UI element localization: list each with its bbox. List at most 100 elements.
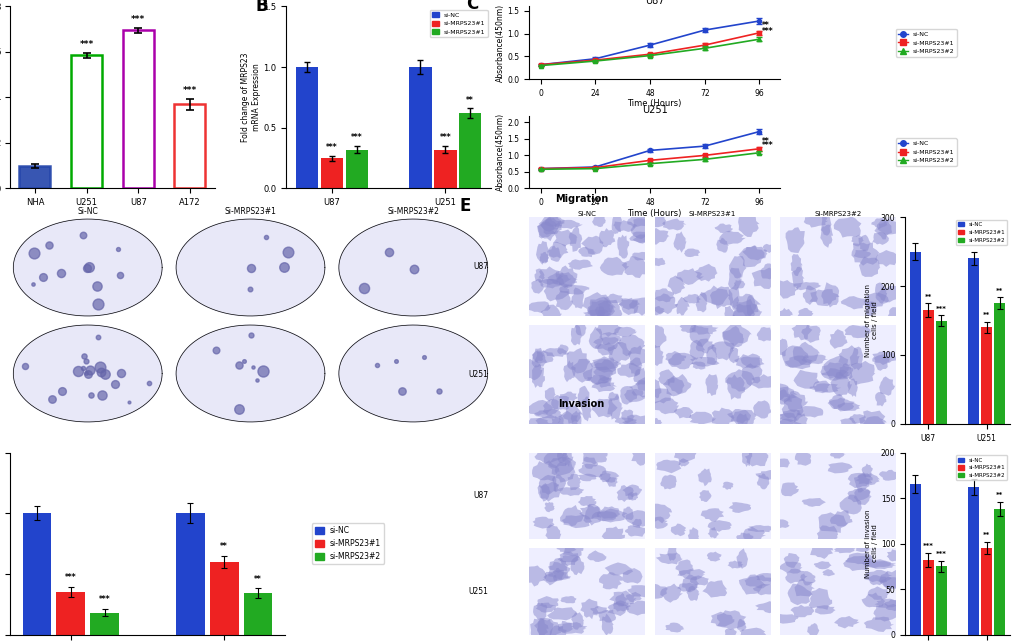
Polygon shape	[848, 361, 874, 385]
Polygon shape	[568, 259, 592, 270]
Polygon shape	[581, 456, 597, 469]
Polygon shape	[675, 297, 689, 315]
Polygon shape	[531, 278, 543, 294]
Polygon shape	[744, 449, 767, 467]
Polygon shape	[820, 282, 839, 308]
Polygon shape	[675, 560, 693, 576]
Polygon shape	[631, 252, 652, 260]
Polygon shape	[847, 473, 872, 488]
Polygon shape	[595, 320, 622, 337]
Polygon shape	[732, 299, 761, 324]
Polygon shape	[529, 548, 645, 635]
Polygon shape	[769, 613, 798, 624]
si-MRPS23#2	[534, 62, 546, 69]
Polygon shape	[643, 583, 667, 599]
si-NC	[698, 26, 710, 34]
Polygon shape	[629, 231, 651, 243]
Text: **: **	[924, 294, 931, 300]
Title: Si-MRPS23#1: Si-MRPS23#1	[224, 207, 276, 216]
Polygon shape	[544, 217, 565, 227]
si-NC	[589, 163, 601, 171]
Polygon shape	[611, 212, 622, 235]
Polygon shape	[13, 325, 162, 422]
Polygon shape	[176, 219, 325, 316]
Polygon shape	[863, 617, 894, 632]
Polygon shape	[819, 224, 833, 248]
Polygon shape	[654, 453, 770, 539]
si-MRPS23#1	[534, 165, 546, 172]
Polygon shape	[611, 327, 636, 337]
Polygon shape	[587, 551, 606, 562]
si-MRPS23#2	[753, 35, 765, 43]
Polygon shape	[710, 612, 734, 627]
Line: si-MRPS23#2: si-MRPS23#2	[538, 151, 761, 171]
Text: ***: ***	[351, 133, 362, 142]
Polygon shape	[671, 524, 686, 537]
Polygon shape	[647, 388, 672, 404]
Polygon shape	[591, 510, 619, 521]
Polygon shape	[691, 362, 706, 370]
Polygon shape	[756, 327, 773, 342]
Polygon shape	[597, 342, 615, 356]
si-MRPS23#2	[643, 52, 655, 60]
Bar	[967, 487, 978, 635]
Polygon shape	[705, 374, 717, 396]
Polygon shape	[801, 325, 820, 343]
Polygon shape	[873, 219, 892, 240]
Polygon shape	[555, 272, 577, 288]
Bar	[922, 560, 932, 635]
Polygon shape	[532, 363, 544, 388]
Line: si-MRPS23#1: si-MRPS23#1	[538, 147, 761, 171]
Y-axis label: Number of migration
cells / field: Number of migration cells / field	[864, 284, 877, 357]
Polygon shape	[558, 487, 584, 496]
si-MRPS23#1	[698, 151, 710, 159]
Polygon shape	[616, 334, 646, 356]
Polygon shape	[682, 574, 698, 592]
Polygon shape	[840, 417, 856, 426]
Polygon shape	[679, 323, 695, 333]
Polygon shape	[874, 283, 887, 304]
Polygon shape	[716, 610, 746, 629]
Polygon shape	[676, 268, 703, 285]
Polygon shape	[597, 300, 622, 322]
Polygon shape	[817, 512, 847, 533]
Polygon shape	[532, 517, 554, 529]
Polygon shape	[829, 510, 852, 526]
Polygon shape	[689, 576, 708, 585]
Polygon shape	[808, 588, 832, 610]
Text: Invasion: Invasion	[557, 399, 604, 409]
Line: si-NC: si-NC	[538, 19, 761, 67]
Polygon shape	[589, 358, 621, 370]
Y-axis label: Number of invasion
cells / field: Number of invasion cells / field	[864, 510, 877, 578]
Bar	[90, 613, 119, 635]
Polygon shape	[537, 217, 557, 241]
Polygon shape	[527, 400, 552, 416]
Text: U87: U87	[473, 262, 488, 271]
Polygon shape	[721, 326, 743, 350]
Polygon shape	[578, 496, 596, 507]
Polygon shape	[616, 235, 629, 259]
Polygon shape	[863, 292, 889, 307]
Y-axis label: Absorbance(450nm): Absorbance(450nm)	[495, 113, 504, 191]
Polygon shape	[556, 344, 568, 354]
Polygon shape	[607, 602, 628, 616]
Polygon shape	[531, 348, 546, 368]
Polygon shape	[861, 463, 872, 478]
Polygon shape	[652, 397, 679, 414]
Legend: si-NC, si-MRPS23#1, si-MRPS23#2: si-NC, si-MRPS23#1, si-MRPS23#2	[895, 29, 956, 56]
Polygon shape	[690, 325, 717, 335]
Polygon shape	[771, 383, 788, 401]
Polygon shape	[614, 417, 636, 426]
Polygon shape	[661, 219, 686, 230]
Text: ***: ***	[131, 15, 146, 24]
Polygon shape	[746, 295, 755, 317]
Polygon shape	[601, 613, 613, 636]
Text: ***: ***	[439, 133, 450, 142]
Polygon shape	[538, 214, 564, 232]
Text: Migration: Migration	[554, 194, 607, 204]
Polygon shape	[878, 376, 895, 395]
Polygon shape	[829, 372, 851, 396]
Polygon shape	[583, 310, 610, 318]
X-axis label: Time (Hours): Time (Hours)	[627, 208, 681, 217]
Polygon shape	[598, 473, 611, 482]
